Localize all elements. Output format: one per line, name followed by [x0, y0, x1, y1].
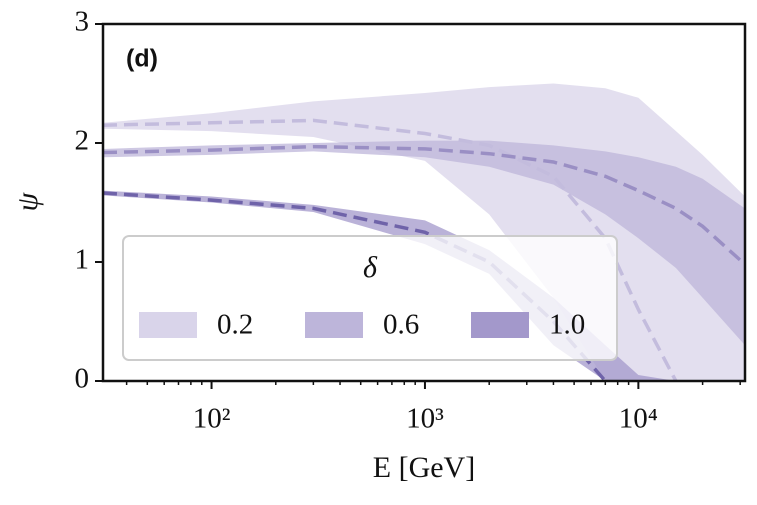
legend-label: 0.2: [217, 309, 253, 341]
y-tick-label: 1: [75, 244, 90, 276]
legend-label: 1.0: [549, 309, 585, 341]
legend-swatch: [305, 312, 363, 338]
legend-swatch: [471, 312, 529, 338]
x-tick-label: 10⁴: [619, 403, 658, 435]
legend-swatch: [139, 312, 197, 338]
median-line: [103, 118, 678, 381]
x-axis-label: E [GeV]: [373, 451, 475, 484]
band: [103, 140, 745, 346]
y-tick-label: 2: [75, 125, 90, 157]
x-tick-label: 10³: [406, 403, 444, 435]
legend-label: 0.6: [383, 309, 419, 341]
median-line: [103, 144, 745, 266]
y-tick-label: 3: [75, 6, 90, 38]
y-tick-label: 0: [75, 363, 90, 395]
y-axis-label: ψ: [11, 191, 44, 211]
x-tick-label: 10²: [193, 403, 231, 435]
legend-title: δ: [363, 251, 378, 284]
legend: δ 0.2 0.6 1.0: [122, 235, 618, 361]
panel-label: (d): [126, 45, 158, 73]
